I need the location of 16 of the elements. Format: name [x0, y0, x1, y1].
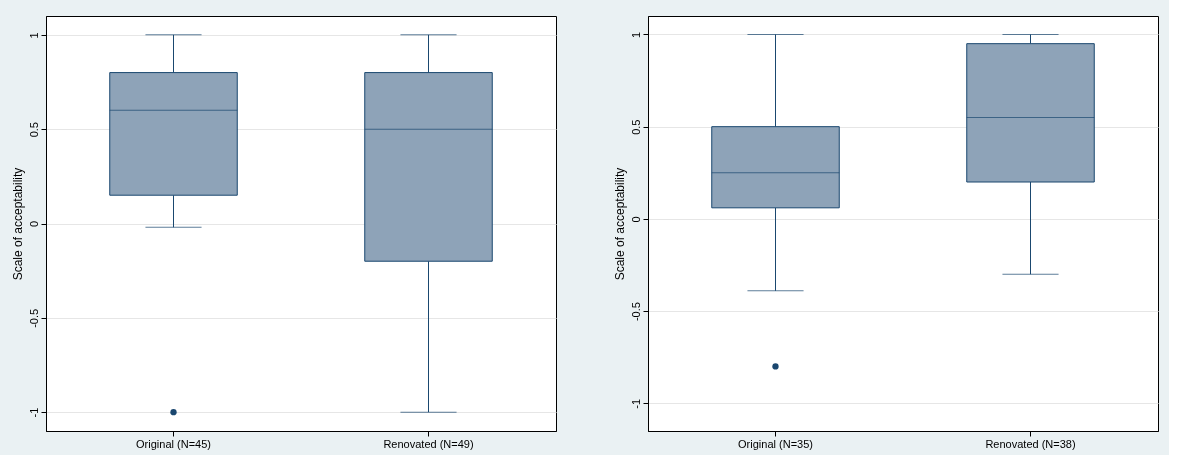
y-tick-label: 0.5	[629, 119, 642, 135]
y-tick-label: -1	[27, 407, 40, 418]
y-tick-label: -1	[629, 398, 642, 409]
y-tick-label: -0.5	[27, 308, 40, 328]
y-tick-label: 1	[27, 32, 40, 39]
x-tick-label: Renovated (N=38)	[985, 437, 1076, 450]
y-tick-label: -0.5	[629, 302, 642, 322]
y-axis-title: Scale of acceptability	[10, 167, 25, 281]
x-tick-label: Original (N=45)	[136, 437, 211, 450]
y-tick-label: 0.5	[27, 122, 40, 138]
x-tick-label: Original (N=35)	[738, 437, 813, 450]
x-tick-label: Renovated (N=49)	[383, 437, 474, 450]
y-tick-label: 1	[629, 31, 642, 39]
y-axis-title: Scale of acceptability	[612, 167, 627, 281]
y-tick-label: 0	[27, 220, 40, 228]
y-tick-label: 0	[629, 216, 642, 223]
